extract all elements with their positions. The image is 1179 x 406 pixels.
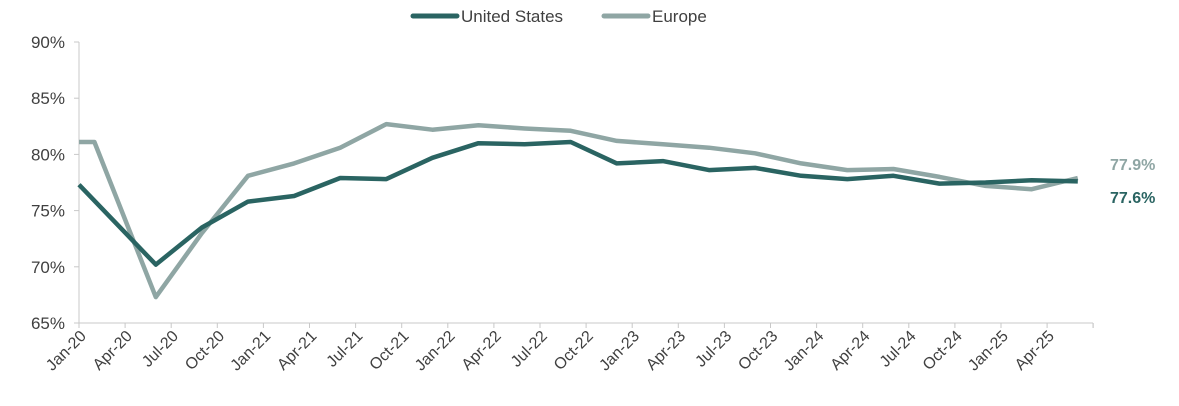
x-tick-label: Jan-23	[596, 328, 643, 375]
x-tick-label: Oct-22	[551, 328, 597, 374]
y-tick-label: 80%	[31, 145, 65, 164]
y-tick-label: 90%	[31, 33, 65, 52]
x-tick-label: Oct-23	[735, 328, 781, 374]
end-labels: 77.6% 77.9%	[1110, 157, 1155, 207]
series-line-united-states	[77, 139, 1078, 267]
x-tick-label: Jul-24	[877, 328, 920, 371]
y-tick-label: 65%	[31, 314, 65, 333]
legend: United States Europe	[410, 7, 707, 26]
x-tick-label: Jul-20	[139, 328, 182, 371]
y-tick-label: 70%	[31, 258, 65, 277]
x-tick-label: Oct-20	[182, 328, 228, 374]
x-tick-label: Jan-20	[43, 328, 90, 375]
x-tick-label: Apr-23	[643, 328, 689, 374]
x-tick-label: Jan-25	[965, 328, 1012, 375]
x-tick-label: Oct-24	[920, 328, 966, 374]
x-tick-label: Apr-25	[1012, 328, 1058, 374]
legend-label-europe: Europe	[652, 7, 707, 26]
y-tick-label: 75%	[31, 202, 65, 221]
x-tick-label: Apr-21	[274, 328, 320, 374]
x-tick-label: Jul-22	[508, 328, 551, 371]
legend-label-united-states: United States	[461, 7, 563, 26]
x-tick-label: Jan-21	[228, 328, 275, 375]
x-tick-label: Jul-23	[692, 328, 735, 371]
x-tick-label: Jan-24	[781, 328, 828, 375]
y-axis: 65% 70% 75% 80% 85% 90%	[31, 33, 80, 333]
x-tick-label: Apr-20	[90, 328, 136, 374]
x-tick-label: Jul-21	[324, 328, 367, 371]
end-label-europe: 77.9%	[1110, 157, 1155, 174]
end-label-united-states: 77.6%	[1110, 190, 1155, 207]
x-axis: Jan-20 Apr-20 Jul-20 Oct-20 Jan-21 Apr-21 Jul-…	[43, 322, 1094, 375]
x-tick-label: Apr-22	[459, 328, 505, 374]
x-tick-label: Jan-22	[412, 328, 459, 375]
series-layer	[77, 121, 1079, 300]
y-tick-label: 85%	[31, 89, 65, 108]
x-tick-label: Apr-24	[828, 328, 874, 374]
series-line-europe	[79, 121, 1079, 300]
x-tick-label: Oct-21	[367, 328, 413, 374]
